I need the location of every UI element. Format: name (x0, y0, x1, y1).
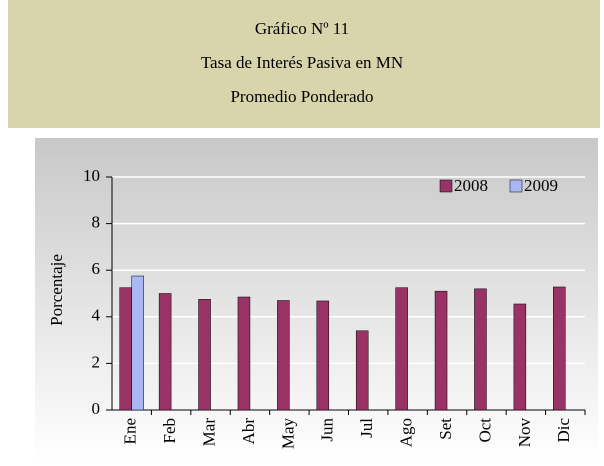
bar (316, 300, 330, 411)
y-tick-label: 8 (92, 213, 101, 232)
x-tick-label: Ene (121, 418, 140, 444)
legend-label: 2008 (454, 176, 488, 195)
x-tick-label: Dic (554, 418, 573, 443)
y-axis-label: Porcentaje (47, 254, 66, 326)
x-tick-label: Mar (199, 418, 218, 447)
bar (513, 303, 527, 411)
y-tick-label: 2 (92, 352, 101, 371)
y-tick-label: 10 (83, 166, 100, 185)
bar (553, 286, 566, 411)
x-tick-label: Jun (318, 418, 337, 442)
bar (237, 296, 251, 411)
chart-title: Tasa de Interés Pasiva en MN (201, 53, 403, 72)
bar (158, 293, 172, 411)
bar (277, 300, 290, 411)
bar (355, 330, 369, 411)
bar (198, 299, 211, 411)
legend-swatch (509, 179, 523, 193)
x-tick-label: May (278, 418, 297, 450)
legend-swatch (439, 179, 453, 193)
bar (474, 288, 487, 411)
x-tick-label: Jul (357, 418, 376, 438)
bar (395, 287, 408, 411)
x-tick-label: Ago (397, 418, 416, 447)
x-tick-label: Nov (515, 418, 534, 448)
y-tick-label: 6 (92, 259, 101, 278)
title-box (8, 0, 600, 128)
bar (119, 287, 132, 411)
x-tick-label: Feb (160, 418, 179, 444)
bar (131, 275, 144, 411)
chart-title: Promedio Ponderado (230, 87, 373, 106)
y-tick-label: 0 (92, 399, 101, 418)
x-tick-label: Set (436, 418, 455, 440)
y-tick-label: 4 (92, 306, 101, 325)
bar (434, 290, 448, 411)
legend-label: 2009 (524, 176, 558, 195)
x-tick-label: Oct (475, 418, 494, 443)
x-tick-label: Abr (239, 418, 258, 445)
chart-title: Gráfico Nº 11 (255, 19, 349, 38)
